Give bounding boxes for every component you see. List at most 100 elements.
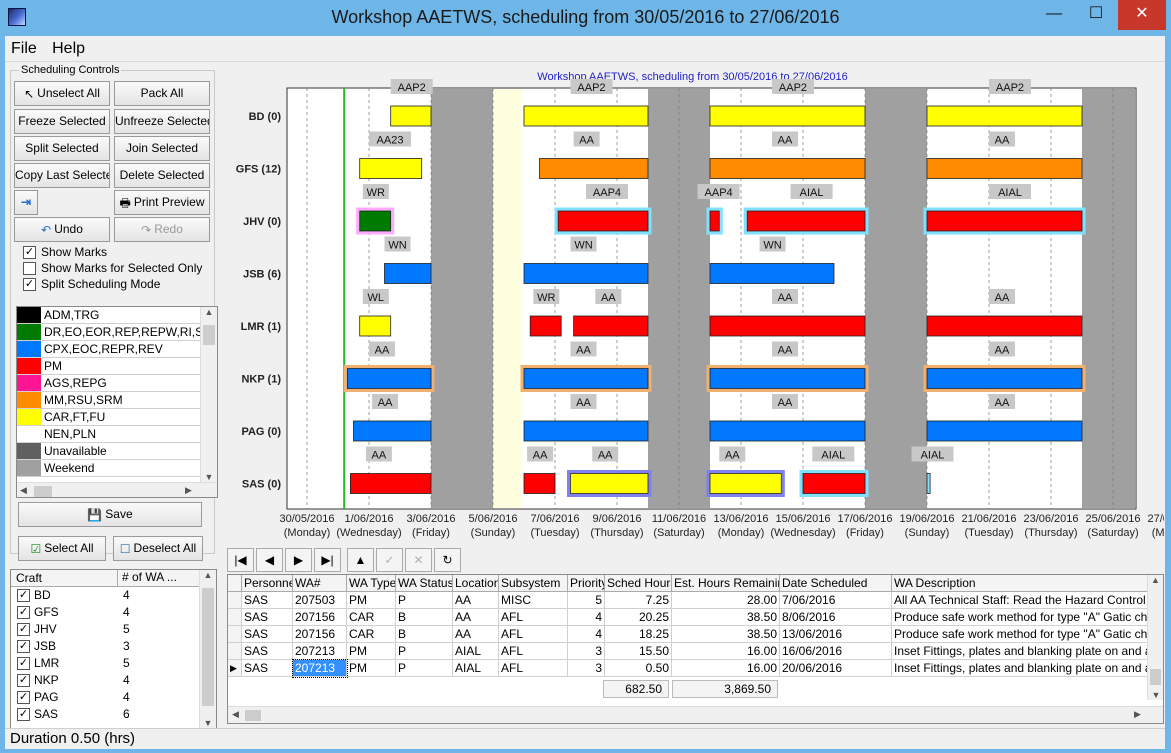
table-cell[interactable]: MISC [499, 592, 568, 609]
save-button[interactable]: 💾 Save [18, 502, 202, 527]
select-all-button[interactable]: ☑ Select All [18, 536, 106, 561]
table-cell[interactable]: PM [347, 592, 396, 609]
table-cell[interactable]: P [396, 660, 453, 677]
schedule-bar[interactable] [709, 473, 782, 494]
wa-count-column-header[interactable]: # of WA ... [117, 570, 177, 586]
column-header[interactable]: WA Status [396, 575, 453, 592]
freeze-selected-button[interactable]: Freeze Selected [14, 109, 110, 134]
schedule-bar[interactable] [523, 263, 649, 284]
scroll-right-icon[interactable]: ▶ [1134, 709, 1141, 719]
table-cell[interactable]: 3 [568, 660, 605, 677]
schedule-bar[interactable] [349, 473, 432, 494]
scroll-left-icon[interactable]: ◀ [20, 485, 27, 495]
table-cell[interactable]: 13/06/2016 [780, 626, 892, 643]
table-cell[interactable]: AFL [499, 609, 568, 626]
table-cell[interactable]: Inset Fittings, plates and blanking plat… [892, 643, 1150, 660]
column-header[interactable]: WA# [293, 575, 347, 592]
table-vscroll[interactable]: ▲ ▼ [1147, 575, 1163, 700]
craft-checkbox[interactable]: ✓ [17, 691, 30, 704]
table-cell[interactable]: 7/06/2016 [780, 592, 892, 609]
pack-all-button[interactable]: Pack All [114, 81, 210, 106]
nav-refresh-button[interactable]: ↻ [434, 548, 461, 572]
show-marks-selected-box[interactable] [23, 262, 36, 276]
craft-vscroll[interactable]: ▲ ▼ [199, 570, 216, 728]
nav-first-button[interactable]: |◀ [227, 548, 254, 572]
gantt-chart[interactable]: Workshop AAETWS, scheduling from 30/05/2… [221, 70, 1164, 550]
split-mode-checkbox[interactable]: ✓ Split Scheduling Mode [23, 277, 160, 293]
table-cell[interactable]: P [396, 643, 453, 660]
table-cell[interactable]: Produce safe work method for type "A" Ga… [892, 626, 1150, 643]
column-header[interactable]: Priority [568, 575, 605, 592]
unselect-all-button[interactable]: ↖ Unselect All [14, 81, 110, 106]
schedule-bar[interactable] [709, 210, 720, 232]
table-cell[interactable]: SAS [242, 643, 293, 660]
craft-column-header[interactable]: Craft [16, 571, 43, 585]
nav-cancel-button[interactable]: ✕ [405, 548, 432, 572]
column-header[interactable]: Personnel [242, 575, 293, 592]
craft-row[interactable]: ✓ BD 4 [11, 587, 201, 604]
table-cell[interactable]: AA [453, 592, 499, 609]
table-cell[interactable]: SAS [242, 626, 293, 643]
schedule-bar[interactable] [573, 315, 649, 337]
column-header[interactable]: Est. Hours Remaining [672, 575, 780, 592]
scroll-thumb[interactable] [1150, 669, 1161, 685]
row-indicator[interactable] [228, 643, 242, 660]
craft-row[interactable]: ✓ PAG 4 [11, 689, 201, 706]
table-cell[interactable]: 207213 [292, 659, 348, 678]
table-cell[interactable]: SAS [242, 609, 293, 626]
exit-button[interactable]: ⇥ [14, 190, 38, 215]
table-cell[interactable]: 38.50 [672, 609, 780, 626]
table-cell[interactable]: CAR [347, 609, 396, 626]
nav-post-button[interactable]: ✓ [376, 548, 403, 572]
split-mode-box[interactable]: ✓ [23, 278, 36, 292]
join-selected-button[interactable]: Join Selected [114, 136, 210, 161]
nav-prev-button[interactable]: ◀ [256, 548, 283, 572]
schedule-bar[interactable] [709, 158, 866, 179]
show-marks-checkbox[interactable]: ✓ Show Marks [23, 245, 107, 261]
redo-button[interactable]: ↷ Redo [114, 217, 210, 242]
unfreeze-selected-button[interactable]: Unfreeze Selected [114, 109, 210, 134]
table-cell[interactable]: 20/06/2016 [780, 660, 892, 677]
show-marks-box[interactable]: ✓ [23, 246, 36, 260]
table-cell[interactable]: AIAL [453, 643, 499, 660]
scroll-thumb[interactable] [203, 325, 215, 345]
table-cell[interactable]: AIAL [453, 660, 499, 677]
schedule-bar[interactable] [353, 420, 432, 442]
menu-help[interactable]: Help [52, 40, 86, 57]
row-indicator[interactable] [228, 626, 242, 643]
column-header[interactable]: WA Type [347, 575, 396, 592]
table-cell[interactable]: 207213 [293, 643, 347, 660]
craft-checkbox[interactable]: ✓ [17, 657, 30, 670]
table-cell[interactable]: B [396, 626, 453, 643]
table-cell[interactable]: Produce safe work method for type "A" Ga… [892, 609, 1150, 626]
craft-row[interactable]: ✓ JHV 5 [11, 621, 201, 638]
table-cell[interactable]: 5 [568, 592, 605, 609]
schedule-bar[interactable] [709, 263, 835, 284]
table-cell[interactable]: AFL [499, 643, 568, 660]
schedule-bar[interactable] [570, 473, 649, 494]
table-cell[interactable]: Inset Fittings, plates and blanking plat… [892, 660, 1150, 677]
schedule-bar[interactable] [557, 210, 649, 232]
print-preview-button[interactable]: 🖶 Print Preview [114, 190, 210, 215]
craft-checkbox[interactable]: ✓ [17, 623, 30, 636]
schedule-bar[interactable] [523, 420, 649, 442]
scroll-up-icon[interactable]: ▲ [203, 570, 213, 580]
schedule-bar[interactable] [802, 473, 866, 494]
schedule-bar[interactable] [529, 315, 562, 337]
scroll-up-icon[interactable]: ▲ [204, 307, 214, 317]
schedule-bar[interactable] [359, 210, 392, 232]
table-cell[interactable]: PM [347, 643, 396, 660]
schedule-bar[interactable] [709, 105, 866, 127]
table-cell[interactable]: 207156 [293, 609, 347, 626]
table-cell[interactable]: 3 [568, 643, 605, 660]
schedule-bar[interactable] [523, 105, 649, 127]
craft-checkbox[interactable]: ✓ [17, 674, 30, 687]
minimize-icon[interactable]: — [1046, 5, 1062, 22]
craft-row[interactable]: ✓ SAS 6 [11, 706, 201, 723]
craft-row[interactable]: ✓ NKP 4 [11, 672, 201, 689]
craft-row[interactable]: ✓ JSB 3 [11, 638, 201, 655]
column-header[interactable]: Subsystem [499, 575, 568, 592]
maximize-icon[interactable]: ☐ [1088, 5, 1104, 22]
schedule-bar[interactable] [926, 105, 1083, 127]
schedule-bar[interactable] [709, 315, 866, 337]
